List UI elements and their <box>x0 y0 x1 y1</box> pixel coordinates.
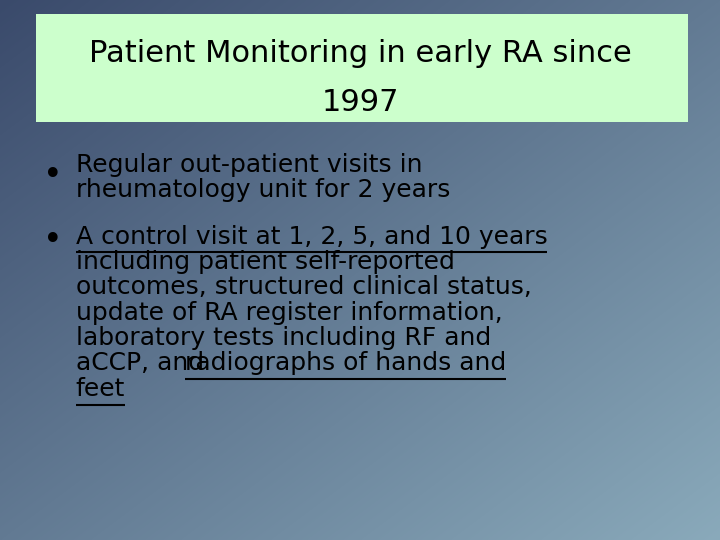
Text: 1997: 1997 <box>321 88 399 117</box>
Text: A control visit at 1, 2, 5, and 10 years: A control visit at 1, 2, 5, and 10 years <box>76 225 547 248</box>
Text: outcomes, structured clinical status,: outcomes, structured clinical status, <box>76 275 531 299</box>
Text: feet: feet <box>76 377 125 401</box>
Text: Patient Monitoring in early RA since: Patient Monitoring in early RA since <box>89 39 631 69</box>
FancyBboxPatch shape <box>36 14 688 122</box>
Text: including patient self-reported: including patient self-reported <box>76 250 454 274</box>
Text: aCCP, and: aCCP, and <box>76 352 212 375</box>
Text: laboratory tests including RF and: laboratory tests including RF and <box>76 326 491 350</box>
Text: •: • <box>43 159 63 192</box>
Text: radiographs of hands and: radiographs of hands and <box>185 352 506 375</box>
Text: rheumatology unit for 2 years: rheumatology unit for 2 years <box>76 178 450 202</box>
Text: update of RA register information,: update of RA register information, <box>76 301 503 325</box>
Text: •: • <box>43 224 63 257</box>
Text: Regular out-patient visits in: Regular out-patient visits in <box>76 153 422 177</box>
